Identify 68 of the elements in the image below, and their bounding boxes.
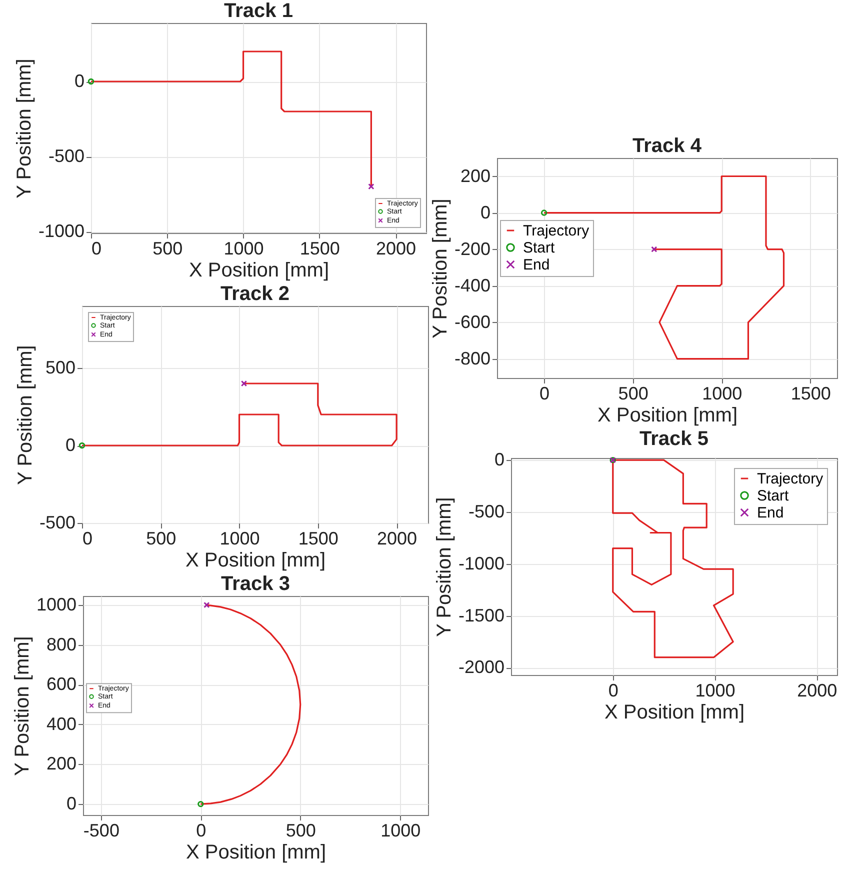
x-tick-label: 2000 bbox=[376, 238, 416, 258]
line-series bbox=[82, 382, 398, 446]
x-axis-title: X Position [mm] bbox=[185, 550, 326, 572]
y-axis-title: Y Position [mm] bbox=[429, 198, 452, 338]
legend-label: Start bbox=[757, 488, 790, 504]
y-tick-label: 0 bbox=[65, 435, 76, 455]
x-tick-label: 1000 bbox=[702, 384, 742, 404]
legend-label: Trajectory bbox=[523, 222, 590, 240]
x-tick-label: 0 bbox=[196, 820, 206, 840]
line-series bbox=[200, 604, 302, 805]
chart-title: Track 1 bbox=[224, 0, 293, 22]
y-tick-label: 200 bbox=[46, 754, 76, 774]
y-axis-title: Y Position [mm] bbox=[14, 345, 36, 485]
x-tick-label: 1000 bbox=[224, 238, 264, 258]
y-tick-label: -800 bbox=[454, 348, 490, 368]
legend-label: End bbox=[523, 256, 550, 274]
y-tick-label: 0 bbox=[494, 450, 504, 470]
y-axis-title: Y Position [mm] bbox=[13, 58, 36, 198]
x-tick-label: -500 bbox=[83, 820, 120, 840]
y-tick-label: -500 bbox=[468, 501, 504, 522]
x-tick-label: 1500 bbox=[300, 238, 340, 258]
y-tick-label: -1000 bbox=[38, 221, 84, 241]
x-axis-title: X Position [mm] bbox=[188, 260, 330, 282]
chart-title: Track 5 bbox=[640, 428, 708, 450]
y-axis-title: Y Position [mm] bbox=[433, 497, 456, 637]
x-tick-label: 500 bbox=[286, 820, 316, 840]
y-tick-label: 1000 bbox=[36, 594, 76, 614]
x-tick-label: 0 bbox=[608, 680, 618, 700]
x-tick-label: 1500 bbox=[298, 528, 338, 548]
y-tick-label: -400 bbox=[454, 275, 490, 296]
x-tick-label: 500 bbox=[146, 528, 176, 548]
y-tick-label: 400 bbox=[46, 714, 76, 734]
y-tick-label: -500 bbox=[39, 512, 76, 532]
y-tick-label: 800 bbox=[46, 634, 76, 654]
y-tick-label: -2000 bbox=[458, 657, 504, 678]
chart-title: Track 3 bbox=[221, 572, 290, 595]
legend-label: End bbox=[757, 504, 784, 522]
x-tick-label: 1000 bbox=[220, 528, 260, 548]
y-tick-label: 500 bbox=[45, 358, 76, 378]
x-tick-label: 1000 bbox=[695, 680, 736, 700]
line-series bbox=[612, 459, 734, 658]
y-tick-label: 200 bbox=[460, 166, 490, 186]
x-tick-label: 500 bbox=[152, 238, 183, 258]
x-axis-title: X Position [mm] bbox=[604, 702, 745, 724]
x-tick-label: 0 bbox=[92, 238, 102, 258]
x-axis-title: X Position [mm] bbox=[597, 404, 738, 426]
line-series bbox=[91, 50, 372, 188]
x-axis-title: X Position [mm] bbox=[186, 842, 326, 864]
y-tick-label: 0 bbox=[480, 202, 490, 222]
x-tick-label: 0 bbox=[540, 384, 550, 404]
y-tick-label: -1000 bbox=[458, 553, 504, 574]
chart-title: Track 2 bbox=[220, 283, 290, 305]
y-tick-label: -600 bbox=[454, 312, 490, 332]
y-axis-title: Y Position [mm] bbox=[11, 636, 34, 776]
x-tick-label: 1500 bbox=[790, 384, 831, 404]
y-tick-label: -1500 bbox=[458, 605, 504, 626]
y-tick-label: -500 bbox=[48, 146, 84, 166]
x-tick-label: 500 bbox=[618, 384, 648, 404]
y-tick-label: 0 bbox=[66, 794, 76, 814]
legend-label: Trajectory bbox=[757, 470, 824, 488]
y-tick-label: 0 bbox=[74, 71, 84, 91]
y-tick-label: 600 bbox=[46, 674, 76, 694]
x-tick-label: 2000 bbox=[797, 680, 838, 700]
chart-title: Track 4 bbox=[632, 135, 702, 157]
x-tick-label: 2000 bbox=[377, 528, 418, 548]
legend-label: Start bbox=[523, 240, 556, 256]
y-tick-label: -200 bbox=[454, 238, 490, 259]
x-tick-label: 1000 bbox=[380, 820, 421, 840]
